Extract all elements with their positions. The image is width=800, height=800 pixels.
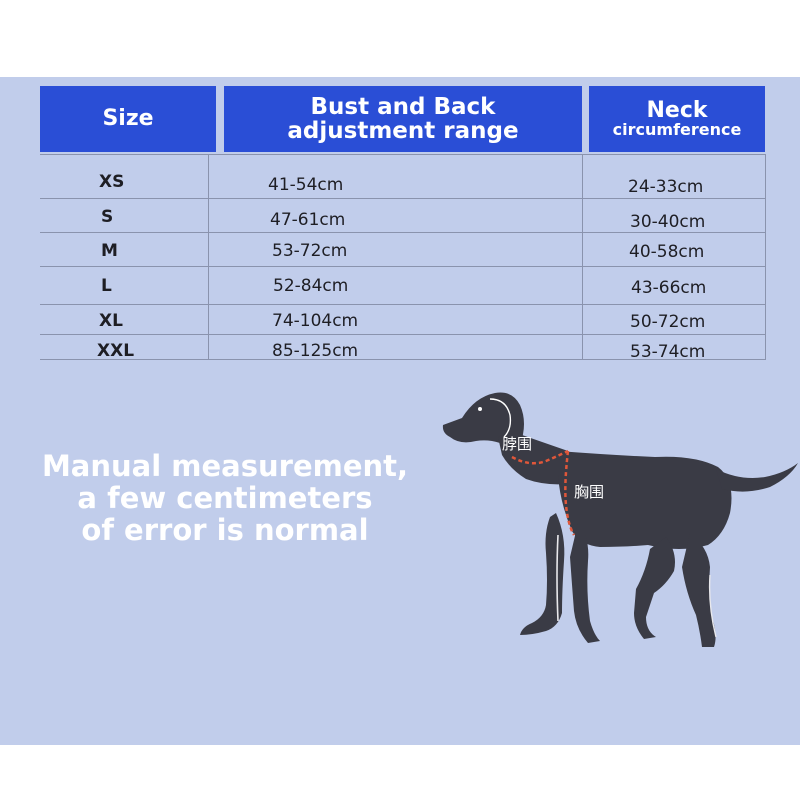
dog-illustration: 脖围 胸围 [440,385,800,669]
cell-neck: 40-58cm [629,242,705,262]
header-size: Size [40,86,216,152]
cell-size: M [101,241,118,261]
note-line1: Manual measurement, [41,449,409,483]
table-rule [40,154,766,155]
table-column-divider [765,154,766,359]
cell-bust: 52-84cm [273,276,349,296]
header-size-label: Size [102,106,154,132]
cell-neck: 24-33cm [628,177,704,197]
cell-neck: 50-72cm [630,312,706,332]
cell-size: S [101,207,114,227]
dog-silhouette-icon [442,392,798,647]
header-bust-back: Bust and Back adjustment range [224,86,582,152]
cell-size: XL [99,311,123,331]
cell-size: XS [99,172,125,192]
header-neck-line1: Neck [646,98,708,124]
note-line3: of error is normal [81,513,369,547]
background-panel [0,77,800,745]
header-neck-line2: circumference [612,120,742,140]
cell-bust: 41-54cm [268,175,344,195]
cell-size: XXL [97,341,135,361]
table-rule [40,304,766,305]
chest-girth-label: 胸围 [574,483,605,501]
header-neck: Neck circumference [589,86,765,152]
neck-girth-label: 脖围 [502,435,533,453]
table-column-divider [208,154,209,359]
table-column-divider [582,154,583,359]
cell-neck: 53-74cm [630,342,706,362]
header-bust-line2: adjustment range [287,118,519,144]
cell-neck: 43-66cm [631,278,707,298]
cell-bust: 74-104cm [272,311,359,331]
cell-neck: 30-40cm [630,212,706,232]
table-rule [40,266,766,267]
table-rule [40,334,766,335]
cell-size: L [101,276,112,296]
cell-bust: 47-61cm [270,210,346,230]
table-rule [40,232,766,233]
note-line2: a few centimeters [77,481,373,515]
cell-bust: 53-72cm [272,241,348,261]
cell-bust: 85-125cm [272,341,359,361]
header-bust-line1: Bust and Back [310,93,496,120]
measurement-note: Manual measurement, a few centimeters of… [30,450,420,546]
table-rule [40,359,766,360]
table-rule [40,198,766,199]
